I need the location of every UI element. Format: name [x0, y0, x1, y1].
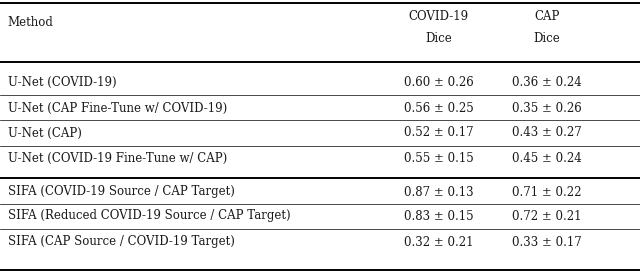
Text: 0.71 ± 0.22: 0.71 ± 0.22 [513, 185, 582, 198]
Text: U-Net (CAP Fine-Tune w/ COVID-19): U-Net (CAP Fine-Tune w/ COVID-19) [8, 102, 227, 114]
Text: 0.45 ± 0.24: 0.45 ± 0.24 [513, 152, 582, 165]
Text: 0.43 ± 0.27: 0.43 ± 0.27 [513, 126, 582, 140]
Text: 0.35 ± 0.26: 0.35 ± 0.26 [513, 102, 582, 114]
Text: U-Net (CAP): U-Net (CAP) [8, 126, 81, 140]
Text: 0.87 ± 0.13: 0.87 ± 0.13 [404, 185, 473, 198]
Text: 0.32 ± 0.21: 0.32 ± 0.21 [404, 236, 473, 248]
Text: SIFA (Reduced COVID-19 Source / CAP Target): SIFA (Reduced COVID-19 Source / CAP Targ… [8, 209, 291, 222]
Text: SIFA (COVID-19 Source / CAP Target): SIFA (COVID-19 Source / CAP Target) [8, 185, 234, 198]
Text: Method: Method [8, 16, 54, 28]
Text: 0.52 ± 0.17: 0.52 ± 0.17 [404, 126, 473, 140]
Text: 0.33 ± 0.17: 0.33 ± 0.17 [513, 236, 582, 248]
Text: 0.36 ± 0.24: 0.36 ± 0.24 [513, 76, 582, 88]
Text: U-Net (COVID-19): U-Net (COVID-19) [8, 76, 116, 88]
Text: 0.60 ± 0.26: 0.60 ± 0.26 [404, 76, 473, 88]
Text: CAP: CAP [534, 10, 560, 22]
Text: Dice: Dice [425, 31, 452, 44]
Text: 0.55 ± 0.15: 0.55 ± 0.15 [404, 152, 473, 165]
Text: SIFA (CAP Source / COVID-19 Target): SIFA (CAP Source / COVID-19 Target) [8, 236, 234, 248]
Text: 0.72 ± 0.21: 0.72 ± 0.21 [513, 209, 582, 222]
Text: U-Net (COVID-19 Fine-Tune w/ CAP): U-Net (COVID-19 Fine-Tune w/ CAP) [8, 152, 227, 165]
Text: Dice: Dice [534, 31, 561, 44]
Text: COVID-19: COVID-19 [408, 10, 468, 22]
Text: 0.56 ± 0.25: 0.56 ± 0.25 [404, 102, 473, 114]
Text: 0.83 ± 0.15: 0.83 ± 0.15 [404, 209, 473, 222]
